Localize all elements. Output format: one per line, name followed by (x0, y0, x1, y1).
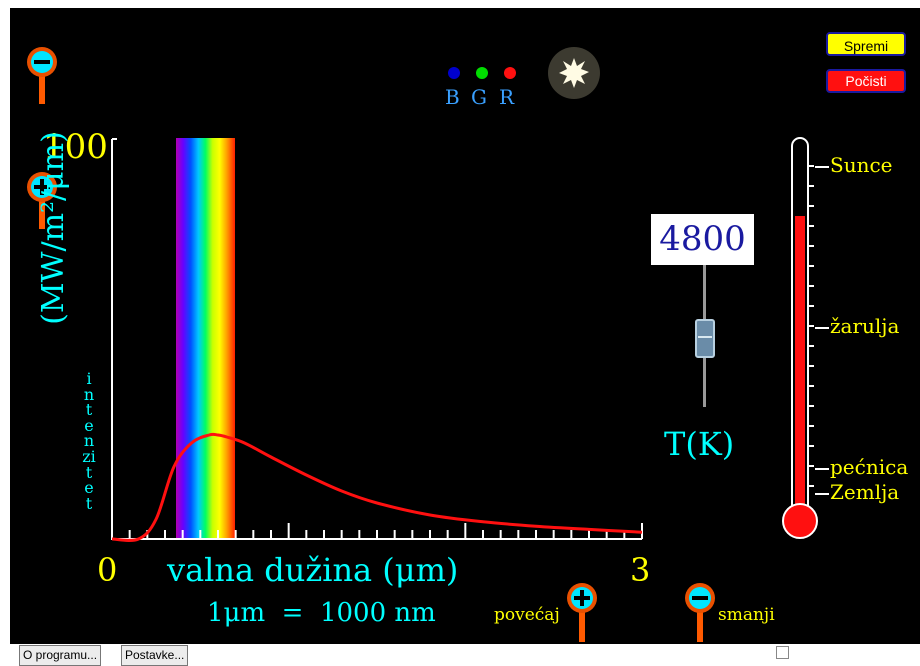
save-button[interactable]: Spremi (826, 32, 906, 56)
zoom-in-x-icon[interactable] (564, 582, 600, 644)
label-r: R (499, 85, 515, 109)
visible-spectrum-band (176, 138, 235, 540)
spectrum-graph (111, 138, 643, 542)
zoom-out-label: smanji (718, 605, 775, 625)
zoom-in-y-icon[interactable] (24, 171, 60, 233)
mark-sun-label: Sunce (830, 153, 893, 177)
blue-dot-icon (448, 67, 460, 79)
ruler-checkbox[interactable] (776, 646, 789, 659)
settings-button[interactable]: Postavke... (121, 645, 189, 666)
temperature-slider[interactable] (690, 265, 720, 415)
x-max-label: 3 (630, 551, 651, 589)
temperature-label: T(K) (664, 425, 735, 463)
mark-earth: Zemlja (815, 480, 899, 504)
bgr-dots (448, 67, 516, 79)
star-color-preview-icon (548, 47, 600, 99)
y-axis-vertical-word: intenzitet (82, 369, 96, 513)
label-b: B (445, 85, 460, 109)
zoom-in-label: povećaj (494, 605, 560, 625)
mark-bulb: žarulja (815, 314, 899, 338)
mark-bulb-label: žarulja (830, 314, 900, 338)
green-dot-icon (476, 67, 488, 79)
clear-button[interactable]: Počisti (826, 69, 906, 93)
zoom-out-y-icon[interactable] (24, 46, 60, 108)
x-min-label: 0 (97, 551, 118, 589)
zoom-out-x-icon[interactable] (682, 582, 718, 644)
ruler-label: Ravnalo (793, 646, 844, 661)
ruler-toggle[interactable]: Ravnalo (776, 646, 844, 661)
y-max-label: 100 (43, 127, 108, 167)
mark-sun: Sunce (815, 153, 893, 177)
mark-oven: pećnica (815, 455, 908, 479)
intensity-curve (111, 432, 643, 542)
about-button[interactable]: O programu... (19, 645, 102, 666)
thermometer-icon (782, 137, 818, 539)
red-dot-icon (504, 67, 516, 79)
slider-handle-icon (695, 319, 715, 358)
conversion-note: 1μm = 1000 nm (207, 598, 436, 628)
label-g: G (471, 85, 487, 109)
mark-oven-label: pećnica (830, 455, 909, 479)
x-axis-label: valna dužina (μm) (167, 551, 459, 589)
mark-earth-label: Zemlja (830, 480, 900, 504)
temperature-value[interactable]: 4800 (651, 214, 754, 265)
